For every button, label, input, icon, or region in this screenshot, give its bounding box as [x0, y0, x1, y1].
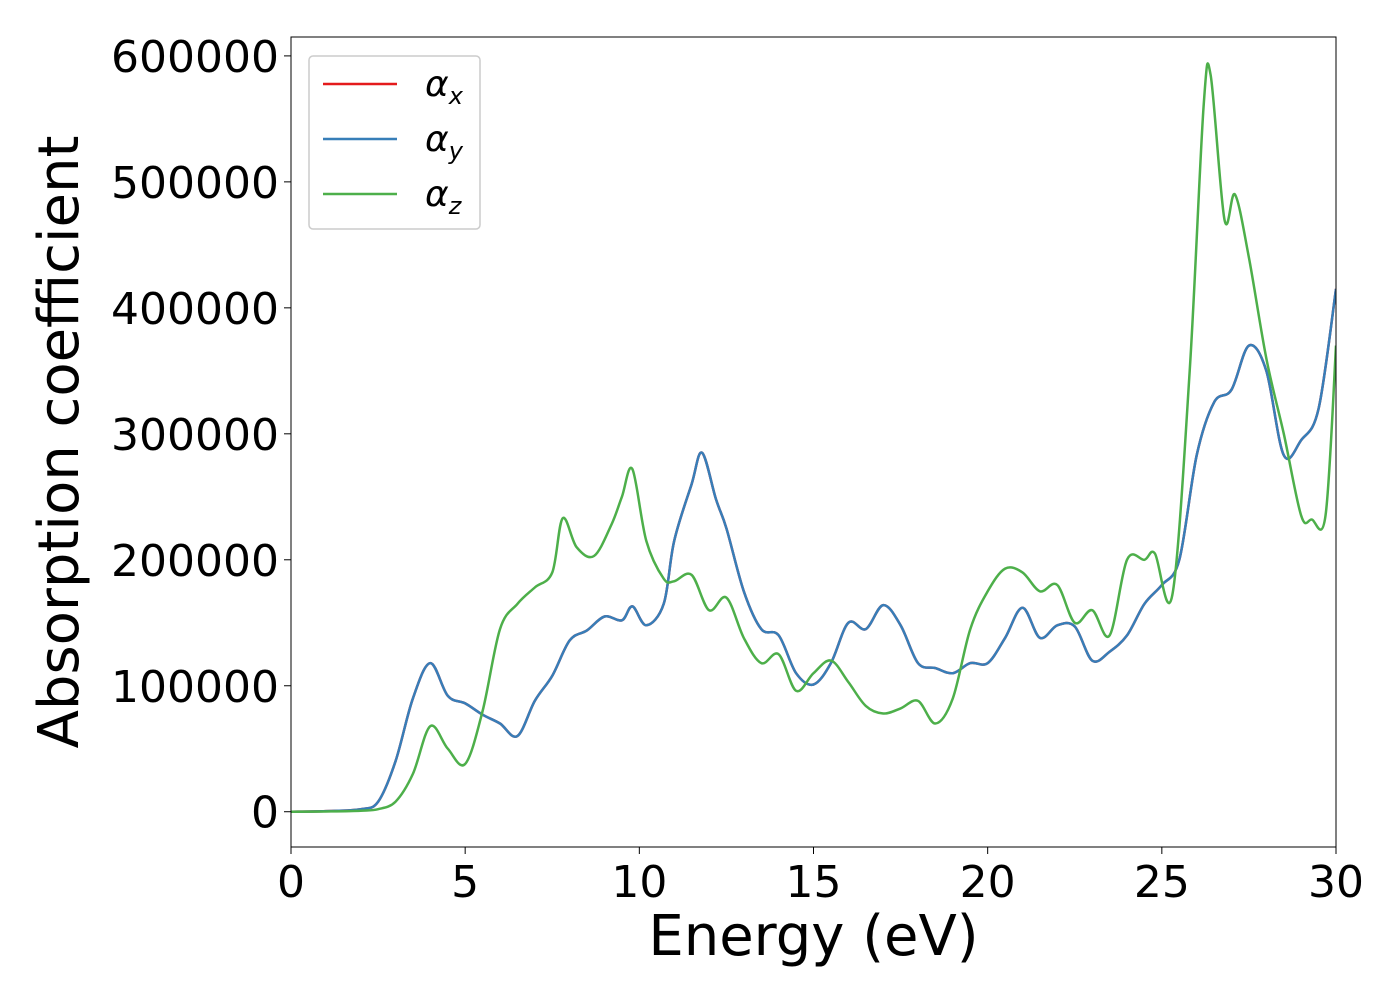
legend-subscript: y — [448, 137, 464, 165]
y-axis-title: Absorption coefficient — [27, 136, 92, 749]
x-tick-label: 20 — [960, 857, 1016, 908]
legend-box — [308, 55, 481, 230]
series-line-alpha-z — [291, 62, 1336, 813]
x-tick-label: 10 — [611, 857, 667, 908]
x-tick-label: 0 — [277, 857, 305, 908]
y-tick-label: 300000 — [111, 410, 279, 461]
y-tick-label: 500000 — [111, 158, 279, 209]
y-axis: 0 100000 200000 300000 400000 500000 600000 — [111, 32, 291, 839]
legend-subscript: x — [448, 82, 464, 110]
y-tick-label: 200000 — [111, 536, 279, 587]
y-tick-label: 400000 — [111, 284, 279, 335]
y-tick-label: 0 — [251, 788, 279, 839]
x-tick-label: 30 — [1308, 857, 1364, 908]
legend-subscript: z — [448, 192, 463, 220]
x-tick-label: 25 — [1134, 857, 1190, 908]
x-tick-label: 15 — [786, 857, 842, 908]
x-tick-label: 5 — [451, 857, 479, 908]
x-axis: 0 5 10 15 20 25 30 — [277, 847, 1364, 908]
plot-area — [291, 62, 1336, 813]
x-axis-title: Energy (eV) — [648, 904, 978, 969]
y-tick-label: 100000 — [111, 662, 279, 713]
y-tick-label: 600000 — [111, 32, 279, 83]
